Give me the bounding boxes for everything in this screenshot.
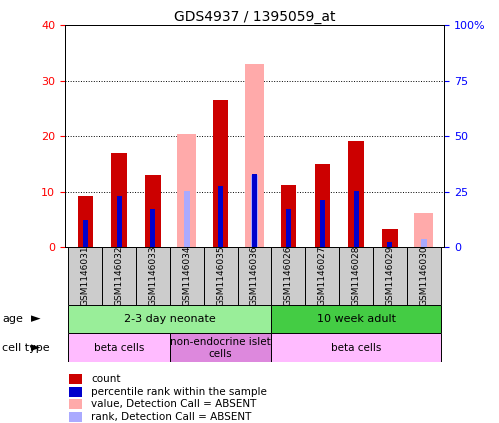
Bar [387, 242, 393, 247]
Bar [213, 100, 228, 247]
Bar [320, 200, 325, 247]
Text: 10 week adult: 10 week adult [316, 314, 396, 324]
Text: cell type: cell type [2, 343, 50, 353]
Bar [111, 153, 127, 247]
Text: percentile rank within the sample: percentile rank within the sample [91, 387, 267, 397]
Bar [102, 247, 136, 305]
Bar [150, 209, 156, 247]
Bar [170, 333, 271, 362]
Text: value, Detection Call = ABSENT: value, Detection Call = ABSENT [91, 399, 257, 409]
Text: GSM1146031: GSM1146031 [81, 246, 90, 306]
Bar [77, 196, 93, 247]
Bar [69, 374, 82, 384]
Text: GSM1146026: GSM1146026 [284, 246, 293, 306]
Bar [69, 399, 82, 409]
Text: GSM1146028: GSM1146028 [352, 246, 361, 306]
Text: non-endocrine islet
cells: non-endocrine islet cells [170, 337, 271, 359]
Bar [382, 229, 398, 247]
Text: age: age [2, 314, 23, 324]
Bar [314, 164, 330, 247]
Bar [170, 247, 204, 305]
Text: GSM1146033: GSM1146033 [148, 246, 157, 306]
Text: count: count [91, 374, 121, 384]
Text: GSM1146030: GSM1146030 [419, 246, 428, 306]
Text: rank, Detection Call = ABSENT: rank, Detection Call = ABSENT [91, 412, 252, 422]
Text: GSM1146034: GSM1146034 [182, 246, 191, 306]
Text: beta cells: beta cells [331, 343, 381, 353]
Bar [407, 247, 441, 305]
Bar [339, 247, 373, 305]
Bar [415, 213, 433, 247]
Bar [83, 220, 88, 247]
Text: ►: ► [31, 341, 41, 354]
Bar [178, 134, 196, 247]
Bar [271, 333, 441, 362]
Bar [353, 191, 359, 247]
Bar [252, 174, 257, 247]
Bar [68, 305, 271, 333]
Text: GSM1146027: GSM1146027 [318, 246, 327, 306]
Bar [281, 185, 296, 247]
Bar [116, 196, 122, 247]
Text: GSM1146032: GSM1146032 [115, 246, 124, 306]
Text: 2-3 day neonate: 2-3 day neonate [124, 314, 216, 324]
Bar [271, 247, 305, 305]
Text: GSM1146029: GSM1146029 [385, 246, 394, 306]
Bar [238, 247, 271, 305]
Bar [204, 247, 238, 305]
Bar [218, 187, 223, 247]
Bar [271, 305, 441, 333]
Text: beta cells: beta cells [94, 343, 144, 353]
Bar [245, 64, 264, 247]
Bar [348, 141, 364, 247]
Bar [421, 239, 427, 247]
Bar [286, 209, 291, 247]
Bar [184, 191, 190, 247]
Bar [69, 387, 82, 397]
Title: GDS4937 / 1395059_at: GDS4937 / 1395059_at [174, 10, 335, 25]
Bar [136, 247, 170, 305]
Bar [68, 333, 170, 362]
Bar [251, 175, 257, 247]
Bar [68, 247, 102, 305]
Bar [305, 247, 339, 305]
Text: GSM1146035: GSM1146035 [216, 246, 225, 306]
Bar [373, 247, 407, 305]
Text: ►: ► [31, 313, 41, 325]
Bar [69, 412, 82, 422]
Text: GSM1146036: GSM1146036 [250, 246, 259, 306]
Bar [145, 175, 161, 247]
